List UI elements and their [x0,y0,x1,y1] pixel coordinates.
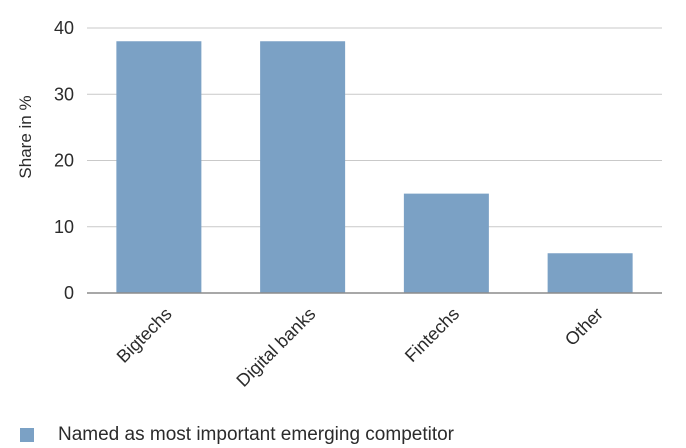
y-tick-label: 10 [54,217,74,237]
bars [116,41,633,293]
y-axis-ticks: 0 10 20 30 40 [54,18,74,303]
x-tick-label: Fintechs [401,304,463,366]
legend-swatch [20,428,34,442]
bar-digital-banks [260,41,346,293]
y-tick-label: 30 [54,84,74,104]
y-tick-label: 20 [54,151,74,171]
legend: Named as most important emerging competi… [20,424,454,446]
y-axis-title: Share in % [16,95,35,178]
bar-fintechs [403,193,489,293]
x-tick-label: Bigtechs [113,304,176,367]
y-tick-label: 0 [64,283,74,303]
x-tick-label: Digital banks [232,304,319,391]
x-axis-ticks: Bigtechs Digital banks Fintechs Other [113,304,607,391]
bar-bigtechs [116,41,202,293]
x-tick-label: Other [561,304,607,350]
y-tick-label: 40 [54,18,74,38]
bar-other [547,253,633,293]
legend-label: Named as most important emerging competi… [58,424,454,445]
